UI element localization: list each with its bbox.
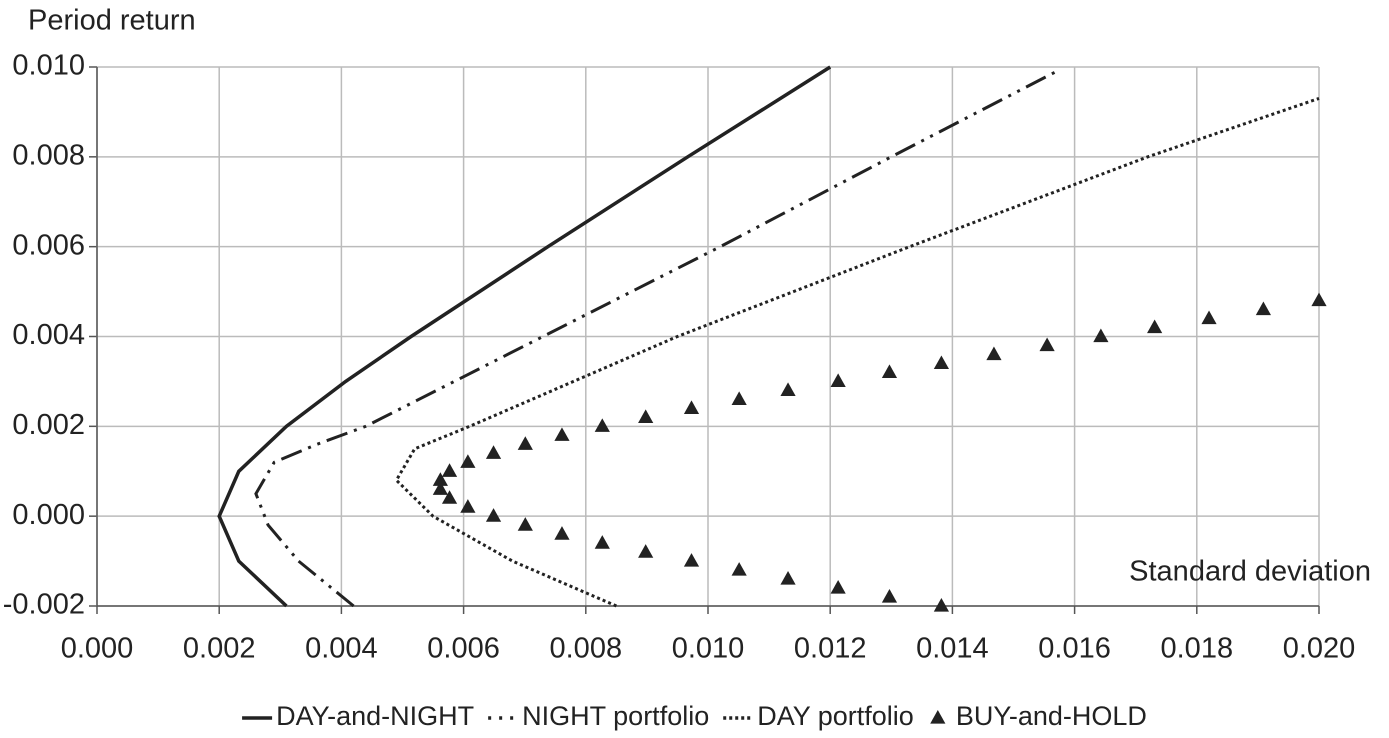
x-tick-label: 0.008 <box>550 633 623 665</box>
marker <box>432 481 448 495</box>
marker <box>441 463 458 477</box>
x-tick-label: 0.002 <box>183 633 256 665</box>
marker <box>594 418 610 432</box>
marker <box>731 562 747 576</box>
marker <box>460 499 476 513</box>
marker <box>517 517 533 531</box>
marker <box>432 472 448 486</box>
marker <box>683 400 700 414</box>
y-tick-label: 0.000 <box>12 499 85 531</box>
legend-item: DAY-and-NIGHT <box>242 701 474 731</box>
marker <box>881 589 898 603</box>
marker <box>554 427 570 441</box>
y-tick-label: 0.010 <box>12 50 85 82</box>
y-tick-label: -0.002 <box>3 589 85 621</box>
legend-item: BUY-and-HOLD <box>930 701 1147 731</box>
marker <box>1201 310 1217 325</box>
x-tick-label: 0.018 <box>1161 633 1234 665</box>
marker <box>1255 301 1271 316</box>
x-tick-label: 0.010 <box>672 633 745 665</box>
marker <box>933 598 950 612</box>
marker <box>1093 328 1109 343</box>
marker <box>780 571 796 585</box>
marker <box>830 373 846 388</box>
x-tick-label: 0.000 <box>61 633 134 665</box>
y-tick-label: 0.004 <box>12 319 85 351</box>
marker <box>554 526 570 540</box>
legend-item: DAY portfolio <box>723 701 914 731</box>
marker <box>1311 292 1327 307</box>
marker <box>683 553 700 567</box>
series-line <box>217 65 832 608</box>
series-line <box>394 96 1320 608</box>
series-line <box>254 70 1057 608</box>
marker <box>594 535 610 549</box>
marker <box>933 355 950 370</box>
marker <box>780 382 796 396</box>
marker <box>1039 337 1055 352</box>
legend-label: DAY-and-NIGHT <box>276 701 474 731</box>
y-tick-label: 0.006 <box>12 229 85 261</box>
marker <box>460 454 476 468</box>
x-tick-label: 0.006 <box>427 633 500 665</box>
marker <box>881 364 898 379</box>
marker <box>830 580 846 594</box>
x-tick-label: 0.020 <box>1283 633 1356 665</box>
marker <box>441 490 458 504</box>
legend-swatch <box>930 710 946 724</box>
marker <box>1147 319 1163 334</box>
y-axis-label: Period return <box>28 5 196 37</box>
legend-label: DAY portfolio <box>757 701 914 731</box>
marker <box>638 409 654 423</box>
legend-item: NIGHT portfolio <box>488 701 709 731</box>
x-tick-label: 0.012 <box>794 633 867 665</box>
x-tick-label: 0.016 <box>1038 633 1111 665</box>
y-tick-label: 0.008 <box>12 139 85 171</box>
legend-label: BUY-and-HOLD <box>956 701 1147 731</box>
legend: DAY-and-NIGHT NIGHT portfolio DAY portfoli… <box>242 701 1147 731</box>
marker <box>485 508 502 522</box>
marker <box>638 544 654 558</box>
marker <box>517 436 533 450</box>
marker <box>986 346 1002 361</box>
x-axis-label: Standard deviation <box>1129 556 1371 588</box>
marker <box>485 445 502 459</box>
marker <box>731 391 747 405</box>
x-tick-label: 0.014 <box>916 633 989 665</box>
y-tick-label: 0.002 <box>12 409 85 441</box>
x-tick-label: 0.004 <box>305 633 378 665</box>
legend-label: NIGHT portfolio <box>522 701 709 731</box>
